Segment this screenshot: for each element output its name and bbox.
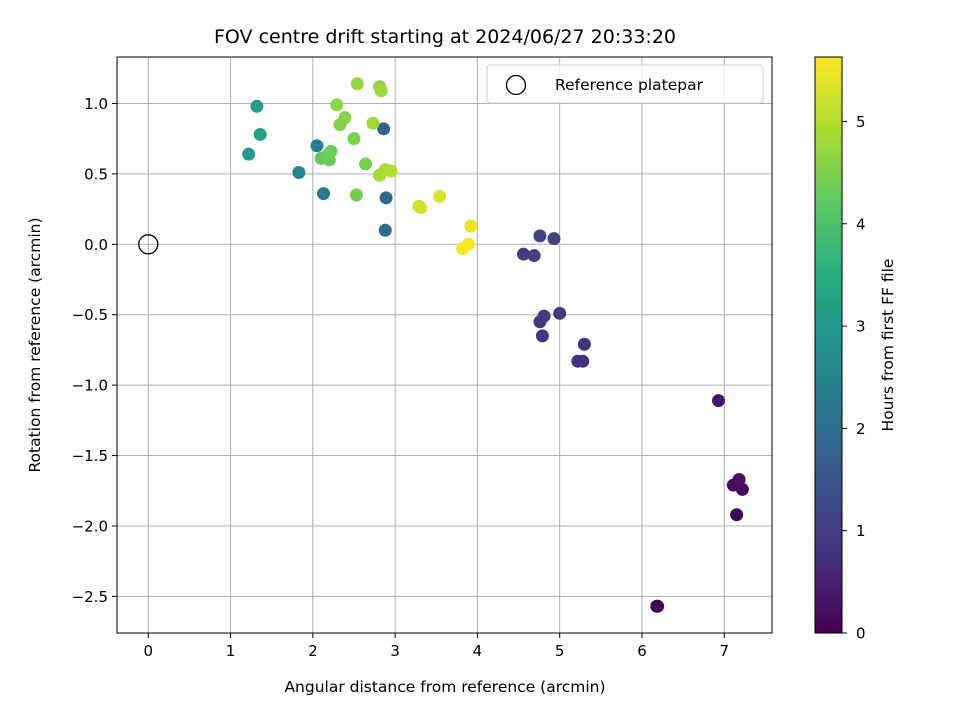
y-tick-label: −0.5 (72, 306, 108, 324)
data-point (516, 247, 530, 261)
reference-marker-group (138, 234, 159, 255)
colorbar-tick-label: 4 (856, 215, 866, 233)
x-tick-label: 7 (720, 642, 730, 660)
data-point (527, 249, 541, 263)
legend-marker (505, 74, 527, 96)
data-point (310, 139, 324, 153)
legend-label: Reference platepar (555, 76, 704, 94)
colorbar-tick-label: 2 (856, 420, 866, 438)
data-point (547, 232, 561, 246)
data-point (414, 201, 428, 215)
colorbar-tick-label: 1 (856, 522, 866, 540)
data-point (377, 122, 391, 136)
legend-box (486, 64, 764, 104)
data-point (537, 309, 551, 323)
data-point (712, 394, 726, 408)
y-axis-ticks: −2.5 −2.0 −1.5 −1.0 −0.5 0.0 0.5 1.0 (72, 95, 117, 606)
x-tick-label: 2 (308, 642, 318, 660)
x-tick-label: 0 (143, 642, 153, 660)
x-tick-label: 6 (637, 642, 647, 660)
data-point (533, 229, 547, 243)
y-tick-label: −1.0 (72, 377, 108, 395)
data-point (464, 219, 478, 233)
colorbar-gradient (815, 57, 842, 633)
x-axis-ticks: 0 1 2 3 4 5 6 7 (143, 633, 729, 660)
data-point (324, 144, 338, 158)
data-point (535, 329, 549, 343)
colorbar: 0 1 2 3 4 5 Hours from first FF file (814, 56, 897, 643)
data-point (366, 116, 380, 130)
data-point (359, 157, 373, 171)
data-point (433, 189, 447, 203)
x-axis-label: Angular distance from reference (arcmin) (284, 678, 605, 696)
data-point (577, 337, 591, 351)
x-tick-label: 4 (473, 642, 483, 660)
data-point (253, 127, 267, 141)
y-axis-label: Rotation from reference (arcmin) (26, 217, 44, 472)
data-point (330, 98, 344, 112)
x-tick-label: 5 (555, 642, 565, 660)
chart-title: FOV centre drift starting at 2024/06/27 … (214, 26, 676, 48)
data-point (338, 111, 352, 125)
reference-marker (138, 234, 159, 255)
x-tick-label: 3 (390, 642, 400, 660)
data-point (250, 99, 264, 113)
y-tick-label: −1.5 (72, 447, 108, 465)
data-point (732, 472, 746, 486)
data-point (651, 599, 665, 613)
colorbar-label: Hours from first FF file (879, 259, 897, 432)
data-point (347, 132, 361, 146)
y-tick-label: 1.0 (84, 95, 108, 113)
y-tick-label: −2.0 (72, 517, 108, 535)
data-point (378, 223, 392, 237)
data-point (349, 188, 363, 202)
plot-frame (116, 56, 773, 634)
data-point (242, 147, 256, 161)
data-point (374, 84, 388, 98)
data-points (242, 77, 749, 613)
data-point (317, 187, 331, 201)
data-point (571, 354, 585, 368)
colorbar-ticks: 0 1 2 3 4 5 (842, 113, 866, 643)
data-point (379, 191, 393, 205)
data-point (292, 165, 306, 179)
y-tick-label: −2.5 (72, 588, 108, 606)
data-point (730, 508, 744, 522)
data-point (384, 164, 398, 178)
y-tick-label: 0.5 (84, 165, 108, 183)
colorbar-tick-label: 3 (856, 318, 866, 336)
data-point (553, 306, 567, 320)
colorbar-frame (814, 56, 843, 634)
y-tick-label: 0.0 (84, 236, 108, 254)
colorbar-tick-label: 0 (856, 625, 866, 643)
grid-lines (117, 57, 772, 633)
legend: Reference platepar (486, 64, 764, 104)
data-point (461, 237, 475, 251)
x-tick-label: 1 (226, 642, 236, 660)
colorbar-tick-label: 5 (856, 113, 866, 131)
data-point (350, 77, 364, 91)
